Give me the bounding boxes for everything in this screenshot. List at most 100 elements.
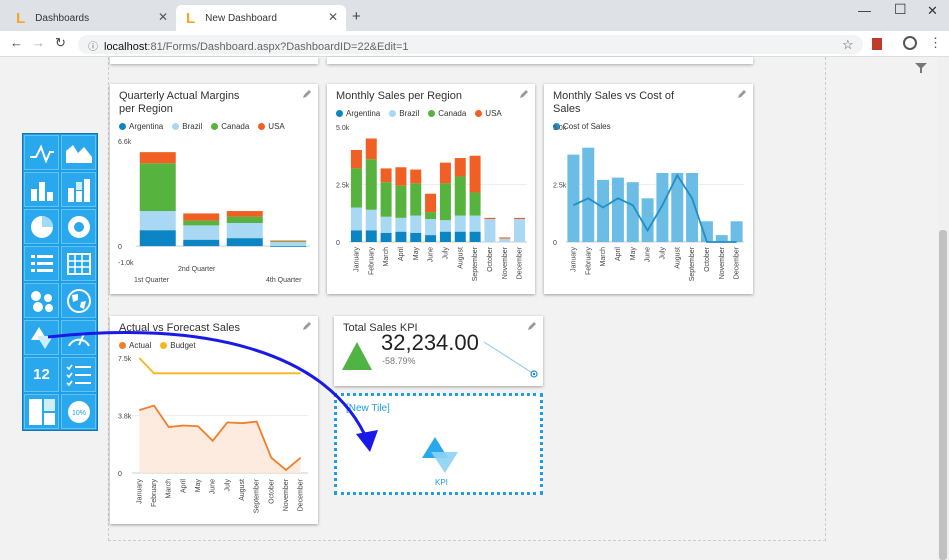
bar-segment — [183, 239, 220, 247]
x-tick-label: July — [224, 479, 231, 492]
checklist-button[interactable] — [61, 357, 96, 392]
tile-title: Quarterly Actual Margins per Region — [119, 90, 240, 115]
bar-segment — [439, 231, 451, 242]
list-button[interactable] — [24, 246, 59, 281]
bar — [686, 173, 699, 242]
y-tick-label: 0 — [553, 240, 557, 247]
donut-chart-icon — [67, 215, 90, 238]
list-icon — [30, 254, 53, 272]
maximize-icon[interactable]: ☐ — [894, 1, 907, 17]
profile-icon[interactable] — [903, 36, 917, 50]
pencil-icon[interactable] — [737, 89, 747, 99]
stacked-bar-chart-button[interactable] — [61, 172, 96, 207]
bar-segment — [139, 163, 176, 212]
filter-icon[interactable] — [914, 62, 928, 74]
x-tick-label: July — [659, 247, 666, 260]
menu-icon[interactable]: ⋮ — [929, 35, 942, 50]
close-tab-icon[interactable]: ✕ — [327, 10, 338, 24]
x-tick-label: July — [442, 247, 449, 260]
gauge-button[interactable] — [61, 320, 96, 355]
tile-title: Monthly Sales vs Cost of Sales — [553, 90, 675, 115]
x-tick-label: June — [428, 247, 435, 262]
y-tick-label: 5.0k — [336, 125, 350, 132]
donut-chart-button[interactable] — [61, 209, 96, 244]
new-tile-placeholder[interactable]: [New Tile] KPI — [334, 393, 543, 495]
x-tick-label: December — [298, 478, 305, 511]
y-tick-label: 6.6k — [118, 139, 132, 146]
tile-sales-vs-cost[interactable]: Monthly Sales vs Cost of Sales Cost of S… — [544, 84, 753, 294]
gauge-icon — [67, 333, 90, 346]
progress-button[interactable]: 10% — [61, 394, 96, 429]
x-tick-label: February — [368, 247, 375, 276]
sales-vs-cost-chart: 5.0k 2.5k 0 January February March April May Jun… — [553, 125, 744, 281]
grid-button[interactable] — [61, 246, 96, 281]
pdf-extension-icon[interactable] — [872, 38, 882, 50]
new-tile-title: [New Tile] — [346, 403, 390, 414]
bar — [671, 173, 684, 242]
tile-quarterly-margins[interactable]: Quarterly Actual Margins per Region Arge… — [110, 84, 318, 294]
tile-monthly-sales[interactable]: Monthly Sales per Region Argentina Brazi… — [327, 84, 535, 294]
bar — [567, 154, 580, 242]
new-tab-button[interactable]: + — [352, 8, 361, 25]
progress-icon: 10% — [67, 400, 90, 423]
pencil-icon[interactable] — [519, 89, 529, 99]
x-tick-label: March — [600, 247, 607, 267]
kpi-icon — [30, 326, 53, 349]
y-tick-label: 0 — [336, 240, 340, 247]
minimize-icon[interactable]: — — [858, 3, 871, 18]
close-tab-icon[interactable]: ✕ — [157, 10, 168, 24]
bubble-icon — [30, 290, 53, 312]
pencil-icon[interactable] — [527, 321, 537, 331]
bar-segment — [226, 222, 263, 239]
line-chart-button[interactable] — [24, 135, 59, 170]
tile-title: Monthly Sales per Region — [336, 90, 462, 102]
bar-segment — [514, 217, 526, 219]
bar-segment — [395, 217, 407, 232]
x-tick-label: August — [239, 479, 246, 501]
url-field[interactable]: ⓘ localhost:81/Forms/Dashboard.aspx?Dashb… — [78, 35, 863, 54]
bar-segment — [395, 167, 407, 186]
bar-segment — [499, 237, 511, 239]
pencil-icon[interactable] — [302, 321, 312, 331]
tile-title: Total Sales KPI — [343, 322, 418, 334]
tile-actual-vs-forecast[interactable]: Actual vs Forecast Sales Actual Budget 7… — [110, 316, 318, 524]
bar-chart-icon — [30, 181, 53, 201]
bar — [597, 179, 610, 242]
number-button[interactable]: 12 — [24, 357, 59, 392]
scrollbar-thumb[interactable] — [939, 230, 947, 560]
window-close-icon[interactable]: ✕ — [927, 3, 938, 18]
back-icon[interactable]: ← — [10, 35, 23, 50]
bubble-button[interactable] — [24, 283, 59, 318]
new-tile-label: KPI — [435, 478, 448, 487]
bar-segment — [380, 182, 392, 217]
reload-icon[interactable]: ↻ — [55, 35, 66, 50]
area-chart-button[interactable] — [61, 135, 96, 170]
x-tick-label: March — [383, 247, 390, 267]
tile-total-sales-kpi[interactable]: Total Sales KPI 32,234.00 -58.79% — [334, 316, 543, 386]
x-tick-label: June — [645, 247, 652, 262]
tile-stub — [327, 57, 753, 64]
bookmark-star-icon[interactable]: ☆ — [842, 37, 854, 52]
chart-legend: Argentina Brazil Canada USA — [119, 122, 285, 131]
browser-tab-new-dashboard[interactable]: L New Dashboard ✕ — [176, 5, 346, 31]
bar — [715, 235, 728, 242]
x-tick-label: December — [517, 246, 524, 279]
forward-icon[interactable]: → — [32, 35, 45, 50]
bar-segment — [469, 155, 481, 193]
browser-tab-dashboards[interactable]: L Dashboards ✕ — [6, 5, 176, 31]
map-button[interactable] — [61, 283, 96, 318]
bar-segment — [425, 219, 437, 236]
kpi-up-triangle-icon — [342, 342, 372, 370]
pie-chart-button[interactable] — [24, 209, 59, 244]
info-icon[interactable]: ⓘ — [88, 42, 98, 53]
line-chart-icon — [29, 143, 54, 163]
pencil-icon[interactable] — [302, 89, 312, 99]
y-tick-label: 3.8k — [118, 414, 132, 421]
bar-segment — [380, 232, 392, 242]
kpi-button[interactable] — [24, 320, 59, 355]
x-tick-label: 1st Quarter — [134, 277, 170, 284]
bar-chart-button[interactable] — [24, 172, 59, 207]
bar-segment — [365, 230, 377, 242]
bar-segment — [439, 162, 451, 184]
treemap-button[interactable] — [24, 394, 59, 429]
